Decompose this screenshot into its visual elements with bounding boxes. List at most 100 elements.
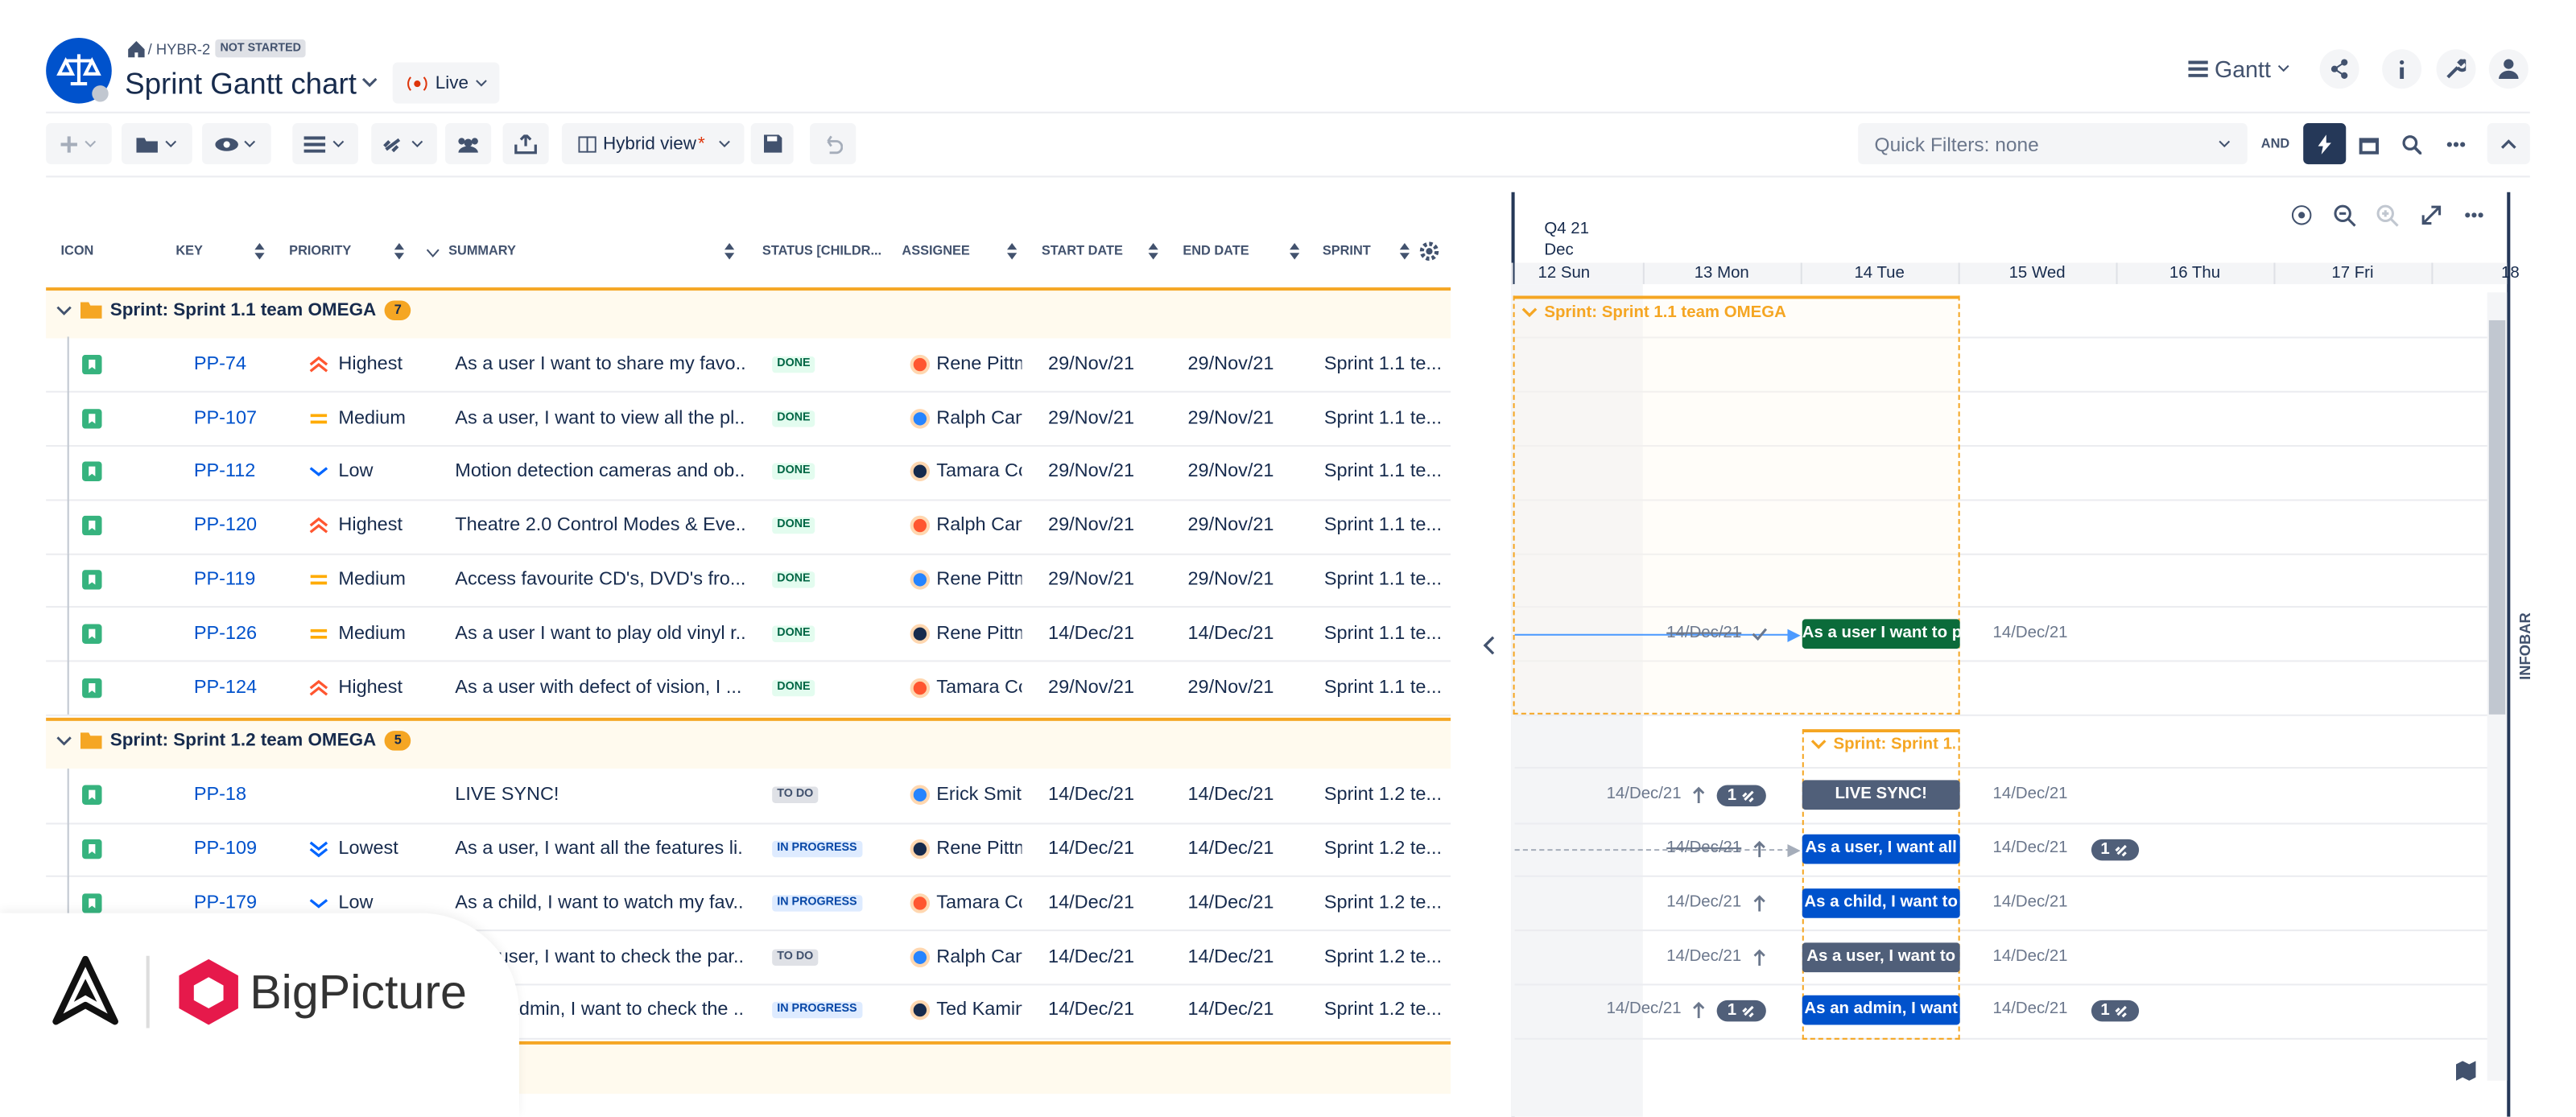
issue-key[interactable]: PP-112: [193, 462, 256, 482]
link-button[interactable]: [371, 123, 437, 165]
assignee-avatar: [910, 408, 931, 428]
link-badge[interactable]: 1: [2091, 838, 2140, 860]
column-header[interactable]: SUMMARY: [448, 243, 516, 258]
day-divider: [1958, 262, 1960, 285]
gantt-bar[interactable]: As an admin, I want: [1802, 995, 1960, 1026]
group-row[interactable]: [46, 721, 1451, 769]
sort-icon-svg: [1148, 243, 1158, 260]
column-header[interactable]: KEY: [175, 243, 203, 258]
gantt-bar[interactable]: As a user I want to p: [1802, 618, 1960, 649]
issue-key[interactable]: PP-120: [193, 516, 258, 536]
add-button[interactable]: [46, 123, 112, 165]
summary[interactable]: As a user I want to play old vinyl r...: [455, 624, 745, 644]
avatar-icon: [56, 54, 109, 102]
summary[interactable]: As a user with defect of vision, I ...: [455, 678, 742, 698]
operator-toggle[interactable]: AND: [2254, 123, 2297, 164]
summary[interactable]: As a user I want to share my favo...: [455, 354, 745, 374]
user-button[interactable]: [2488, 49, 2529, 89]
infobar-label[interactable]: INFOBAR: [2516, 612, 2533, 680]
view-selector[interactable]: Hybrid view *: [561, 123, 745, 165]
column-header[interactable]: END DATE: [1183, 243, 1249, 258]
tree-line: [67, 391, 69, 446]
day-divider: [2116, 262, 2118, 285]
summary[interactable]: Access favourite CD's, DVD's fro...: [455, 570, 745, 590]
breadcrumb[interactable]: / HYBR-2: [147, 41, 211, 58]
save-button[interactable]: [750, 123, 794, 165]
link-badge[interactable]: 1: [1717, 784, 1766, 806]
view-selector-label: Hybrid view: [602, 134, 697, 154]
title-chevron[interactable]: [361, 76, 378, 89]
summary[interactable]: As a user, I want all the features li...: [455, 839, 745, 859]
sprint: Sprint 1.1 te...: [1323, 516, 1443, 536]
column-header[interactable]: STATUS [CHILDR...: [762, 243, 882, 258]
calendar-button[interactable]: [2349, 123, 2388, 164]
column-header[interactable]: ASSIGNEE: [902, 243, 970, 258]
infobar-border: [2507, 192, 2511, 1117]
issue-key[interactable]: PP-119: [193, 570, 256, 590]
group-row[interactable]: [46, 291, 1451, 338]
home-icon[interactable]: [126, 39, 146, 58]
gantt-bar[interactable]: As a user, I want to: [1802, 942, 1960, 972]
move-icon: [1691, 786, 1707, 804]
sprint-label[interactable]: Sprint: Sprint 1.2: [1810, 736, 1955, 754]
scrollbar[interactable]: [2487, 292, 2508, 1081]
collapse-button[interactable]: [2487, 123, 2530, 165]
end-date: 29/Nov/21: [1187, 516, 1274, 536]
issue-key[interactable]: PP-179: [193, 892, 258, 913]
summary[interactable]: As a user, I want to view all the pl...: [455, 408, 745, 428]
dependency-line: [1514, 633, 1791, 636]
link-badge[interactable]: 1: [1717, 1000, 1766, 1022]
gantt-bar[interactable]: LIVE SYNC!: [1802, 780, 1960, 810]
bar-end-date: 14/Dec/21: [1992, 1000, 2068, 1020]
quick-filters[interactable]: Quick Filters: none: [1858, 123, 2248, 165]
bar-right: 14/Dec/21: [1992, 622, 2067, 645]
link-badge[interactable]: 1: [2091, 1000, 2140, 1022]
status-badge[interactable]: NOT STARTED: [215, 39, 307, 58]
flash-button[interactable]: [2303, 123, 2347, 165]
issue-key[interactable]: PP-74: [193, 354, 247, 374]
summary[interactable]: Theatre 2.0 Control Modes & Eve...: [455, 516, 745, 536]
column-header[interactable]: ICON: [60, 243, 94, 258]
settings-button[interactable]: [2436, 49, 2476, 89]
issue-key[interactable]: PP-109: [193, 839, 258, 859]
issue-key[interactable]: PP-126: [193, 624, 258, 644]
info-button[interactable]: [2382, 49, 2422, 89]
bar-end-date: 14/Dec/21: [1992, 624, 2068, 642]
bar-start-date: 14/Dec/21: [1666, 839, 1742, 858]
menu-icon: [2188, 60, 2208, 77]
live-button[interactable]: Live: [392, 62, 500, 104]
collapse-panel[interactable]: [1482, 634, 1498, 657]
issue-key[interactable]: PP-18: [193, 785, 247, 806]
view-menu[interactable]: Gantt: [2188, 51, 2290, 87]
search-button[interactable]: [2392, 123, 2431, 164]
start-date: 14/Dec/21: [1048, 946, 1135, 967]
sprint-label[interactable]: Sprint: Sprint 1.1 team OMEGA: [1521, 304, 1949, 322]
gantt-bar[interactable]: As a child, I want to: [1802, 888, 1960, 918]
gantt-bar[interactable]: As a user, I want all: [1802, 834, 1960, 864]
folder-button[interactable]: [122, 123, 192, 165]
gantt-tool: [2333, 204, 2356, 227]
share-button[interactable]: [2319, 49, 2359, 89]
column-header[interactable]: START DATE: [1041, 243, 1123, 258]
link-count: 1: [1727, 785, 1737, 805]
column-header[interactable]: PRIORITY: [289, 243, 352, 258]
more-button[interactable]: [2437, 123, 2476, 164]
summary[interactable]: Motion detection cameras and ob...: [455, 462, 745, 482]
summary[interactable]: As a child, I want to watch my fav...: [455, 892, 745, 913]
status-badge: DONE: [772, 356, 815, 373]
view-menu-label: Gantt: [2214, 56, 2271, 83]
undo-button[interactable]: [810, 123, 857, 165]
column-header[interactable]: SPRINT: [1322, 243, 1371, 258]
team-button[interactable]: [445, 123, 492, 165]
scroll-thumb[interactable]: [2488, 319, 2506, 715]
group-header[interactable]: Sprint: Sprint 1.2 team OMEGA 5: [56, 728, 412, 755]
export-button[interactable]: [502, 123, 549, 165]
move-icon: [1691, 1002, 1707, 1020]
summary[interactable]: LIVE SYNC!: [455, 785, 559, 806]
issue-key[interactable]: PP-124: [193, 678, 258, 698]
group-header[interactable]: Sprint: Sprint 1.1 team OMEGA 7: [56, 297, 412, 324]
visibility-button[interactable]: [202, 123, 271, 165]
issue-key[interactable]: PP-107: [193, 408, 258, 428]
columns-button[interactable]: [292, 123, 358, 165]
